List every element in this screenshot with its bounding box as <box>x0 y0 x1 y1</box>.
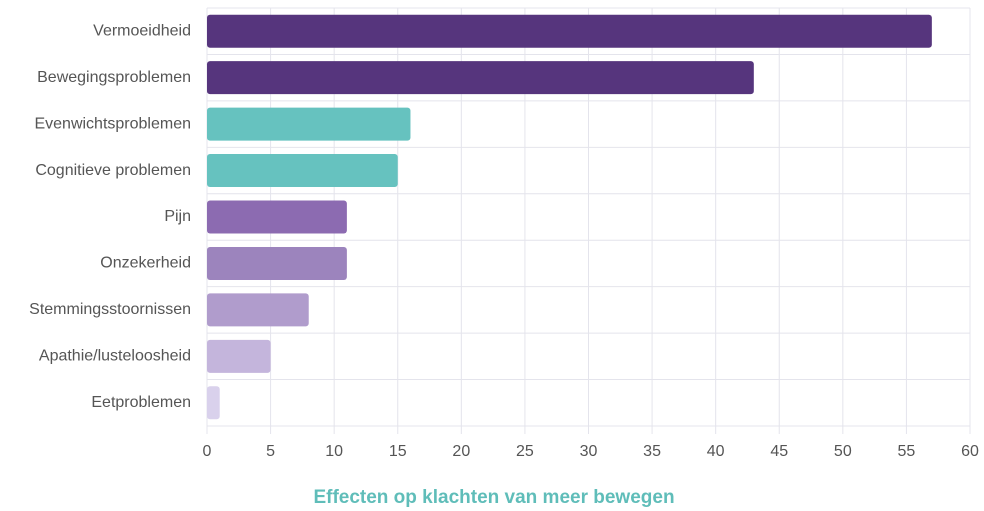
x-tick-label: 5 <box>266 443 275 460</box>
x-tick-label: 45 <box>770 443 788 460</box>
y-tick-label: Evenwichtsproblemen <box>34 115 191 132</box>
bar <box>207 246 347 280</box>
bar <box>207 154 398 188</box>
x-tick-label: 30 <box>580 443 598 460</box>
bar <box>207 386 220 420</box>
bar <box>207 293 309 327</box>
y-tick-label: Eetproblemen <box>91 394 191 411</box>
x-tick-label: 35 <box>643 443 661 460</box>
bar <box>207 339 271 373</box>
x-tick-label: 40 <box>707 443 725 460</box>
x-tick-label: 25 <box>516 443 534 460</box>
bar <box>207 14 932 48</box>
y-tick-label: Cognitieve problemen <box>35 162 191 179</box>
chart-title: Effecten op klachten van meer bewegen <box>313 487 674 508</box>
x-tick-label: 20 <box>452 443 470 460</box>
y-tick-label: Pijn <box>164 208 191 225</box>
bar <box>207 61 754 95</box>
x-tick-label: 60 <box>961 443 979 460</box>
x-tick-label: 15 <box>389 443 407 460</box>
bar <box>207 200 347 234</box>
x-tick-label: 55 <box>898 443 916 460</box>
x-tick-label: 10 <box>325 443 343 460</box>
y-tick-label: Apathie/lusteloosheid <box>39 348 191 365</box>
x-tick-label: 50 <box>834 443 852 460</box>
x-tick-label: 0 <box>203 443 212 460</box>
bar <box>207 107 411 141</box>
y-tick-label: Stemmingsstoornissen <box>29 301 191 318</box>
y-tick-label: Bewegingsproblemen <box>37 69 191 86</box>
y-tick-label: Onzekerheid <box>100 255 191 272</box>
y-tick-label: Vermoeidheid <box>93 22 191 39</box>
